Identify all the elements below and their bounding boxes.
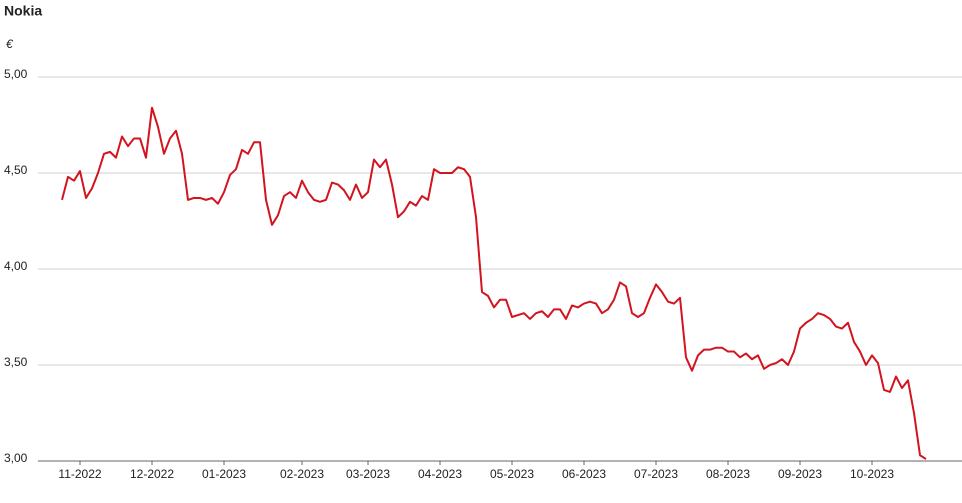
x-tick-label: 11-2022 bbox=[58, 467, 101, 481]
x-tick-label: 09-2023 bbox=[778, 467, 822, 481]
y-axis-label: € bbox=[6, 37, 14, 51]
price-line bbox=[61, 106, 927, 460]
x-tick-label: 03-2023 bbox=[346, 467, 390, 481]
x-tick-label: 12-2022 bbox=[130, 467, 174, 481]
y-tick-label: 4,00 bbox=[4, 259, 28, 273]
x-tick-label: 02-2023 bbox=[280, 467, 324, 481]
y-tick-label: 5,00 bbox=[4, 67, 28, 81]
x-tick-label: 04-2023 bbox=[418, 467, 462, 481]
y-tick-label: 4,50 bbox=[4, 163, 28, 177]
x-tick-label: 06-2023 bbox=[562, 467, 606, 481]
x-tick-label: 07-2023 bbox=[634, 467, 678, 481]
x-tick-label: 01-2023 bbox=[202, 467, 246, 481]
chart-title: Nokia bbox=[4, 3, 42, 19]
x-tick-label: 10-2023 bbox=[850, 467, 894, 481]
y-tick-label: 3,00 bbox=[4, 451, 28, 465]
x-tick-label: 08-2023 bbox=[706, 467, 750, 481]
x-tick-label: 05-2023 bbox=[490, 467, 534, 481]
y-tick-label: 3,50 bbox=[4, 355, 28, 369]
